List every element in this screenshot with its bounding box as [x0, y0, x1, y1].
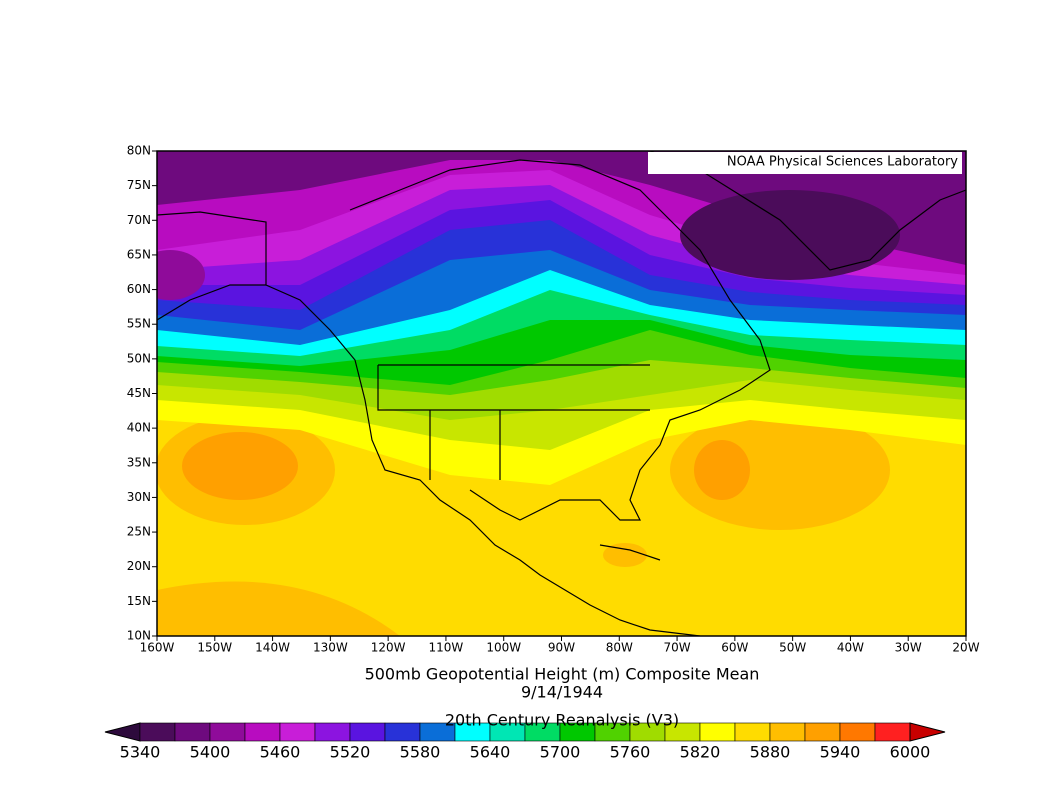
lat-tick-label: 80N	[127, 144, 151, 158]
colorbar-box	[279, 722, 316, 742]
height-field	[157, 151, 966, 636]
colorbar-box	[139, 722, 176, 742]
colorbar-label: 5400	[190, 743, 231, 762]
map-source: 20th Century Reanalysis (V3)	[445, 711, 679, 730]
colorbar-label: 5640	[470, 743, 511, 762]
field-high	[603, 543, 647, 567]
credit-box	[648, 152, 962, 174]
colorbar-label: 5580	[400, 743, 441, 762]
colorbar-box	[349, 722, 386, 742]
lon-tick-label: 140W	[255, 641, 290, 655]
colorbar-label: 5700	[540, 743, 581, 762]
lon-tick-label: 20W	[952, 641, 979, 655]
lon-tick-label: 80W	[606, 641, 633, 655]
field-low	[680, 190, 900, 280]
colorbar-box	[874, 722, 911, 742]
lon-tick-label: 110W	[429, 641, 464, 655]
lon-tick-label: 130W	[313, 641, 348, 655]
colorbar-label: 5760	[610, 743, 651, 762]
lon-tick-label: 160W	[140, 641, 175, 655]
field-high	[182, 432, 298, 500]
colorbar-box	[804, 722, 841, 742]
lat-tick-label: 65N	[127, 247, 151, 261]
colorbar-box	[734, 722, 771, 742]
colorbar-label: 5940	[820, 743, 861, 762]
lat-tick-label: 50N	[127, 351, 151, 365]
colorbar-label: 5520	[330, 743, 371, 762]
colorbar-box	[384, 722, 421, 742]
colorbar-box	[244, 722, 281, 742]
field-band	[157, 581, 400, 636]
lon-tick-label: 40W	[837, 641, 864, 655]
colorbar-box	[769, 722, 806, 742]
lat-tick-label: 30N	[127, 490, 151, 504]
credit: NOAA Physical Sciences Laboratory	[727, 155, 958, 170]
lon-tick-label: 70W	[664, 641, 691, 655]
lat-tick-label: 55N	[127, 317, 151, 331]
lat-tick-label: 70N	[127, 213, 151, 227]
colorbar-box	[699, 722, 736, 742]
lat-tick-label: 40N	[127, 421, 151, 435]
colorbar-label: 5340	[120, 743, 161, 762]
lon-tick-label: 100W	[486, 641, 521, 655]
colorbar-box	[314, 722, 351, 742]
colorbar-box	[209, 722, 246, 742]
lon-tick-label: 50W	[779, 641, 806, 655]
colorbar-label: 5460	[260, 743, 301, 762]
colorbar-box	[839, 722, 876, 742]
field-high	[694, 440, 750, 500]
lon-tick-label: 30W	[895, 641, 922, 655]
colorbar-over	[909, 722, 946, 742]
lat-tick-label: 75N	[127, 178, 151, 192]
colorbar-label: 6000	[890, 743, 931, 762]
lat-tick-label: 25N	[127, 525, 151, 539]
axis-ticks: 10N 15N 20N 25N 30N 35N 40N 45N 50N 55N 60N 65N 70N 7…	[127, 144, 980, 655]
lat-tick-label: 35N	[127, 455, 151, 469]
colorbar-under	[104, 722, 141, 742]
map-title: 500mb Geopotential Height (m) Composite …	[365, 665, 760, 684]
lon-tick-label: 90W	[548, 641, 575, 655]
colorbar: 5340 5400 5460 5520 5580 5640 5700 5760 5820 5880…	[104, 722, 946, 762]
map-date: 9/14/1944	[521, 683, 603, 702]
lon-tick-label: 60W	[721, 641, 748, 655]
lat-tick-label: 20N	[127, 559, 151, 573]
field-high	[670, 410, 890, 530]
lat-tick-label: 60N	[127, 282, 151, 296]
field-band	[157, 151, 966, 265]
colorbar-box	[174, 722, 211, 742]
coastlines	[157, 151, 966, 636]
colorbar-label: 5880	[750, 743, 791, 762]
lat-tick-label: 10N	[127, 629, 151, 643]
lat-tick-label: 15N	[127, 594, 151, 608]
lon-tick-label: 120W	[371, 641, 406, 655]
lat-tick-label: 45N	[127, 386, 151, 400]
colorbar-label: 5820	[680, 743, 721, 762]
lon-tick-label: 150W	[197, 641, 232, 655]
field-low	[157, 250, 205, 300]
